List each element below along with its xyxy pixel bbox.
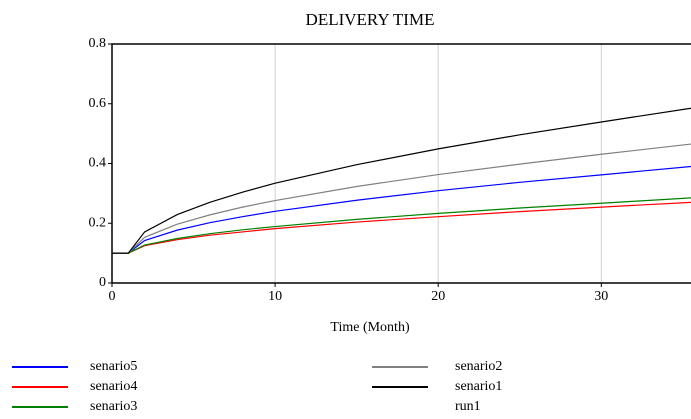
x-tick-label: 0 bbox=[109, 289, 116, 304]
plot-frame bbox=[111, 43, 691, 284]
y-tick-label: 0.2 bbox=[89, 215, 107, 230]
y-tick-label: 0.4 bbox=[89, 156, 107, 171]
x-tick-label: 10 bbox=[268, 289, 282, 304]
chart-title: DELIVERY TIME bbox=[306, 10, 435, 29]
y-tick-label: 0.8 bbox=[89, 36, 107, 51]
series-line bbox=[112, 143, 691, 254]
y-tick-label: 0 bbox=[99, 275, 106, 290]
legend-label: senario3 bbox=[90, 399, 137, 414]
series-line bbox=[112, 201, 691, 254]
series-line bbox=[112, 197, 691, 254]
x-tick-label: 30 bbox=[594, 289, 608, 304]
legend-label: run1 bbox=[455, 399, 481, 414]
legend-label: senario5 bbox=[90, 359, 137, 374]
series-line bbox=[112, 165, 691, 254]
x-tick-label: 20 bbox=[431, 289, 445, 304]
legend-label: senario4 bbox=[90, 379, 137, 394]
legend-label: senario1 bbox=[455, 379, 502, 394]
legend-label: senario2 bbox=[455, 359, 502, 374]
series-line bbox=[112, 107, 691, 254]
y-tick-label: 0.6 bbox=[89, 96, 107, 111]
x-axis-label: Time (Month) bbox=[330, 320, 410, 335]
